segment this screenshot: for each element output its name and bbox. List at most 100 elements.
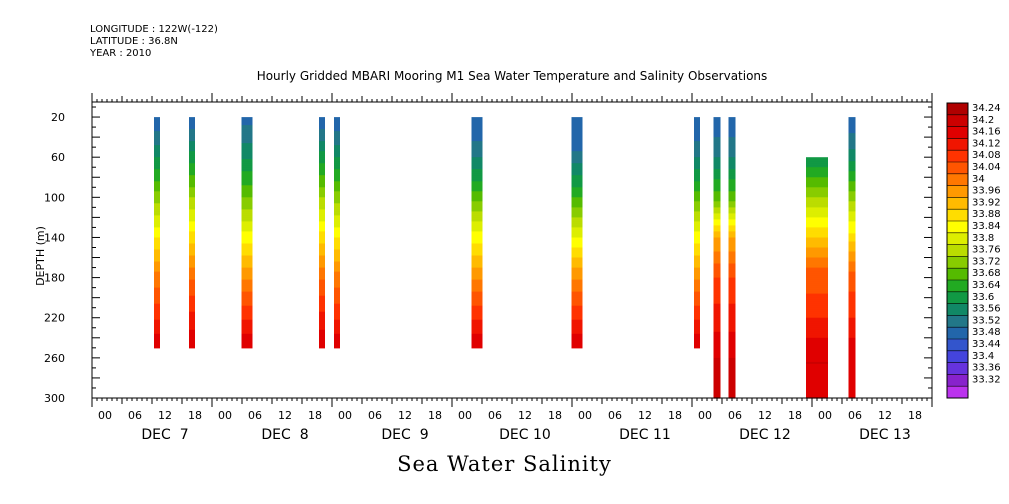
profile-cell [319, 229, 325, 232]
profile-cell [189, 219, 195, 222]
profile-cell [806, 201, 828, 204]
profile-cell [728, 137, 736, 140]
colorbar-label: 33.6 [972, 292, 994, 303]
profile-cell [189, 193, 195, 196]
profile-cell [334, 235, 340, 239]
profile-cell [241, 335, 253, 339]
profile-cell [471, 141, 483, 144]
profile-cell [334, 293, 340, 297]
profile-cell [728, 143, 736, 146]
profile-cell [694, 275, 700, 279]
profile-cell [189, 227, 195, 230]
profile-cell [319, 281, 325, 285]
profile-cell [694, 331, 700, 335]
x-tick-label: 12 [518, 409, 532, 422]
profile-cell [806, 259, 828, 263]
profile-cell [728, 359, 736, 363]
profile-cell [154, 269, 160, 273]
profile-cell [806, 205, 828, 208]
profile-cell [334, 273, 340, 277]
profile-cell [319, 269, 325, 273]
profile-cell [189, 197, 195, 200]
profile-cell [728, 349, 736, 353]
profile-cell [189, 299, 195, 303]
profile-cell [571, 129, 583, 132]
profile-cell [713, 384, 721, 387]
profile-cell [319, 345, 325, 349]
profile-cell [241, 299, 253, 303]
profile-cell [571, 201, 583, 204]
profile-cell [189, 241, 195, 245]
profile-cell [728, 155, 736, 158]
profile-cell [713, 195, 721, 198]
profile-cell [848, 325, 856, 329]
profile-cell [241, 205, 253, 208]
y-axis-label: DEPTH (m) [34, 226, 47, 286]
profile-cell [189, 207, 195, 210]
profile-cell [189, 343, 195, 347]
profile-cell [241, 277, 253, 281]
profile-cell [848, 241, 856, 245]
profile-cell [848, 223, 856, 226]
profile-cell [241, 203, 253, 206]
colorbar-swatch [947, 315, 968, 328]
profile-cell [728, 390, 736, 393]
profile-cell [713, 289, 721, 293]
profile-cell [319, 127, 325, 130]
profile-cell [806, 390, 828, 393]
profile-cell [713, 299, 721, 303]
profile-cell [713, 123, 721, 126]
profile-cell [694, 337, 700, 341]
profile-cell [713, 133, 721, 136]
profile-cell [806, 357, 828, 361]
profile-cell [154, 229, 160, 232]
profile-cell [571, 209, 583, 212]
profile-cell [241, 333, 253, 337]
profile-cell [713, 223, 721, 226]
profile-cell [241, 179, 253, 182]
profile-cell [471, 233, 483, 236]
profile-cell [728, 259, 736, 263]
profile-cell [334, 131, 340, 134]
profile-cell [471, 273, 483, 277]
profile-cell [806, 273, 828, 277]
profile-cell [806, 189, 828, 192]
profile-cell [571, 147, 583, 150]
profile-cell [848, 321, 856, 325]
profile-cell [713, 177, 721, 180]
profile-cell [713, 215, 721, 218]
profile-cell [806, 257, 828, 261]
profile-cell [189, 221, 195, 224]
profile-cell [334, 277, 340, 281]
profile-cell [848, 117, 856, 120]
profile-cell [319, 155, 325, 158]
profile-cell [848, 396, 856, 399]
profile-cell [571, 321, 583, 325]
profile-cell [728, 263, 736, 267]
profile-cell [334, 245, 340, 249]
profile-cell [694, 315, 700, 319]
profile-cell [334, 225, 340, 228]
profile-cell [728, 153, 736, 156]
profile-cell [189, 327, 195, 331]
profile-cell [713, 303, 721, 307]
profile-cell [713, 135, 721, 138]
profile-cell [848, 283, 856, 287]
colorbar-frame [946, 102, 969, 399]
profile-cell [154, 187, 160, 190]
profile-cell [806, 283, 828, 287]
profile-cell [848, 261, 856, 265]
profile-cell [154, 243, 160, 247]
profile-cell [189, 335, 195, 339]
profile-cell [694, 237, 700, 241]
salinity-profile [154, 117, 160, 349]
profile-cell [848, 123, 856, 126]
profile-cell [848, 237, 856, 241]
profile-cell [728, 381, 736, 385]
profile-cell [694, 339, 700, 343]
profile-cell [334, 165, 340, 168]
profile-cell [728, 363, 736, 367]
profile-cell [334, 125, 340, 128]
profile-cell [848, 384, 856, 387]
profile-cell [571, 263, 583, 267]
